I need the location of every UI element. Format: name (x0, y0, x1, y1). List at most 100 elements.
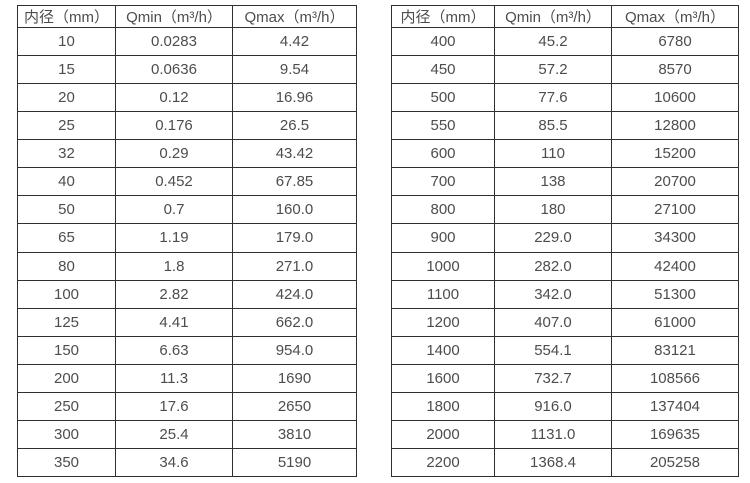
col-header-diameter: 内径（mm） (17, 5, 116, 28)
table-cell: 160.0 (232, 195, 357, 225)
table-cell: 51300 (611, 279, 739, 309)
table-cell: 2.82 (115, 279, 233, 309)
table-cell: 180 (494, 195, 612, 225)
table-cell: 57.2 (494, 55, 612, 85)
table-cell: 229.0 (494, 223, 612, 253)
table-cell: 1400 (391, 335, 495, 365)
table-cell: 1131.0 (494, 419, 612, 449)
table-cell: 108566 (611, 363, 739, 393)
table-cell: 1.19 (115, 223, 233, 253)
table-cell: 400 (391, 26, 495, 57)
table-cell: 250 (17, 391, 116, 421)
table-cell: 0.7 (115, 195, 233, 225)
header-row: 内径（mm） Qmin（m³/h） Qmax（m³/h） (17, 5, 357, 28)
flow-table-large-diameters: 内径（mm） Qmin（m³/h） Qmax（m³/h） 400 45.2 6780… (391, 5, 739, 478)
table-cell: 0.176 (115, 111, 233, 141)
table-row: 32 0.29 43.42 (17, 139, 357, 169)
table-cell: 900 (391, 223, 495, 253)
table-row: 500 77.6 10600 (391, 83, 739, 113)
table-row: 400 45.2 6780 (391, 26, 739, 57)
col-header-qmin: Qmin（m³/h） (494, 5, 612, 28)
table-cell: 10 (17, 26, 116, 57)
header-row: 内径（mm） Qmin（m³/h） Qmax（m³/h） (391, 5, 739, 28)
table-cell: 150 (17, 335, 116, 365)
table-cell: 8570 (611, 55, 739, 85)
table-cell: 3810 (232, 419, 357, 449)
table-cell: 65 (17, 223, 116, 253)
table-cell: 32 (17, 139, 116, 169)
table-cell: 61000 (611, 307, 739, 337)
col-header-diameter: 内径（mm） (391, 5, 495, 28)
table-cell: 800 (391, 195, 495, 225)
col-header-qmax: Qmax（m³/h） (611, 5, 739, 28)
table-cell: 20700 (611, 167, 739, 197)
table-row: 900 229.0 34300 (391, 223, 739, 253)
table-cell: 40 (17, 167, 116, 197)
table-cell: 34.6 (115, 447, 233, 478)
table-row: 300 25.4 3810 (17, 419, 357, 449)
table-row: 65 1.19 179.0 (17, 223, 357, 253)
table-cell: 12800 (611, 111, 739, 141)
table-row: 25 0.176 26.5 (17, 111, 357, 141)
table-cell: 0.29 (115, 139, 233, 169)
table-cell: 1368.4 (494, 447, 612, 478)
table-cell: 25 (17, 111, 116, 141)
table-cell: 34300 (611, 223, 739, 253)
table-cell: 554.1 (494, 335, 612, 365)
table-cell: 700 (391, 167, 495, 197)
table-cell: 77.6 (494, 83, 612, 113)
table-cell: 954.0 (232, 335, 357, 365)
table-cell: 169635 (611, 419, 739, 449)
table-cell: 17.6 (115, 391, 233, 421)
table-cell: 0.12 (115, 83, 233, 113)
table-row: 1200 407.0 61000 (391, 307, 739, 337)
table-cell: 550 (391, 111, 495, 141)
table-cell: 11.3 (115, 363, 233, 393)
table-cell: 350 (17, 447, 116, 478)
table-cell: 1100 (391, 279, 495, 309)
table-cell: 407.0 (494, 307, 612, 337)
table-cell: 67.85 (232, 167, 357, 197)
table-row: 2200 1368.4 205258 (391, 447, 739, 478)
table-cell: 2650 (232, 391, 357, 421)
table-cell: 0.452 (115, 167, 233, 197)
table-row: 50 0.7 160.0 (17, 195, 357, 225)
table-cell: 20 (17, 83, 116, 113)
table-cell: 26.5 (232, 111, 357, 141)
table-cell: 916.0 (494, 391, 612, 421)
table-row: 2000 1131.0 169635 (391, 419, 739, 449)
table-row: 80 1.8 271.0 (17, 251, 357, 281)
table-cell: 282.0 (494, 251, 612, 281)
table-row: 250 17.6 2650 (17, 391, 357, 421)
table-row: 20 0.12 16.96 (17, 83, 357, 113)
table-cell: 15200 (611, 139, 739, 169)
table-row: 700 138 20700 (391, 167, 739, 197)
table-cell: 1200 (391, 307, 495, 337)
table-row: 1400 554.1 83121 (391, 335, 739, 365)
table-row: 150 6.63 954.0 (17, 335, 357, 365)
table-row: 550 85.5 12800 (391, 111, 739, 141)
table-cell: 1690 (232, 363, 357, 393)
table-cell: 43.42 (232, 139, 357, 169)
table-row: 800 180 27100 (391, 195, 739, 225)
table-row: 40 0.452 67.85 (17, 167, 357, 197)
table-cell: 138 (494, 167, 612, 197)
table-row: 600 110 15200 (391, 139, 739, 169)
table-cell: 100 (17, 279, 116, 309)
table-cell: 300 (17, 419, 116, 449)
col-header-qmax: Qmax（m³/h） (232, 5, 357, 28)
table-cell: 2200 (391, 447, 495, 478)
table-row: 200 11.3 1690 (17, 363, 357, 393)
table-row: 450 57.2 8570 (391, 55, 739, 85)
table-cell: 25.4 (115, 419, 233, 449)
table-cell: 1600 (391, 363, 495, 393)
table-cell: 179.0 (232, 223, 357, 253)
table-cell: 27100 (611, 195, 739, 225)
table-cell: 1000 (391, 251, 495, 281)
table-cell: 200 (17, 363, 116, 393)
table-row: 1800 916.0 137404 (391, 391, 739, 421)
table-cell: 42400 (611, 251, 739, 281)
table-row: 125 4.41 662.0 (17, 307, 357, 337)
table-cell: 9.54 (232, 55, 357, 85)
table-cell: 732.7 (494, 363, 612, 393)
